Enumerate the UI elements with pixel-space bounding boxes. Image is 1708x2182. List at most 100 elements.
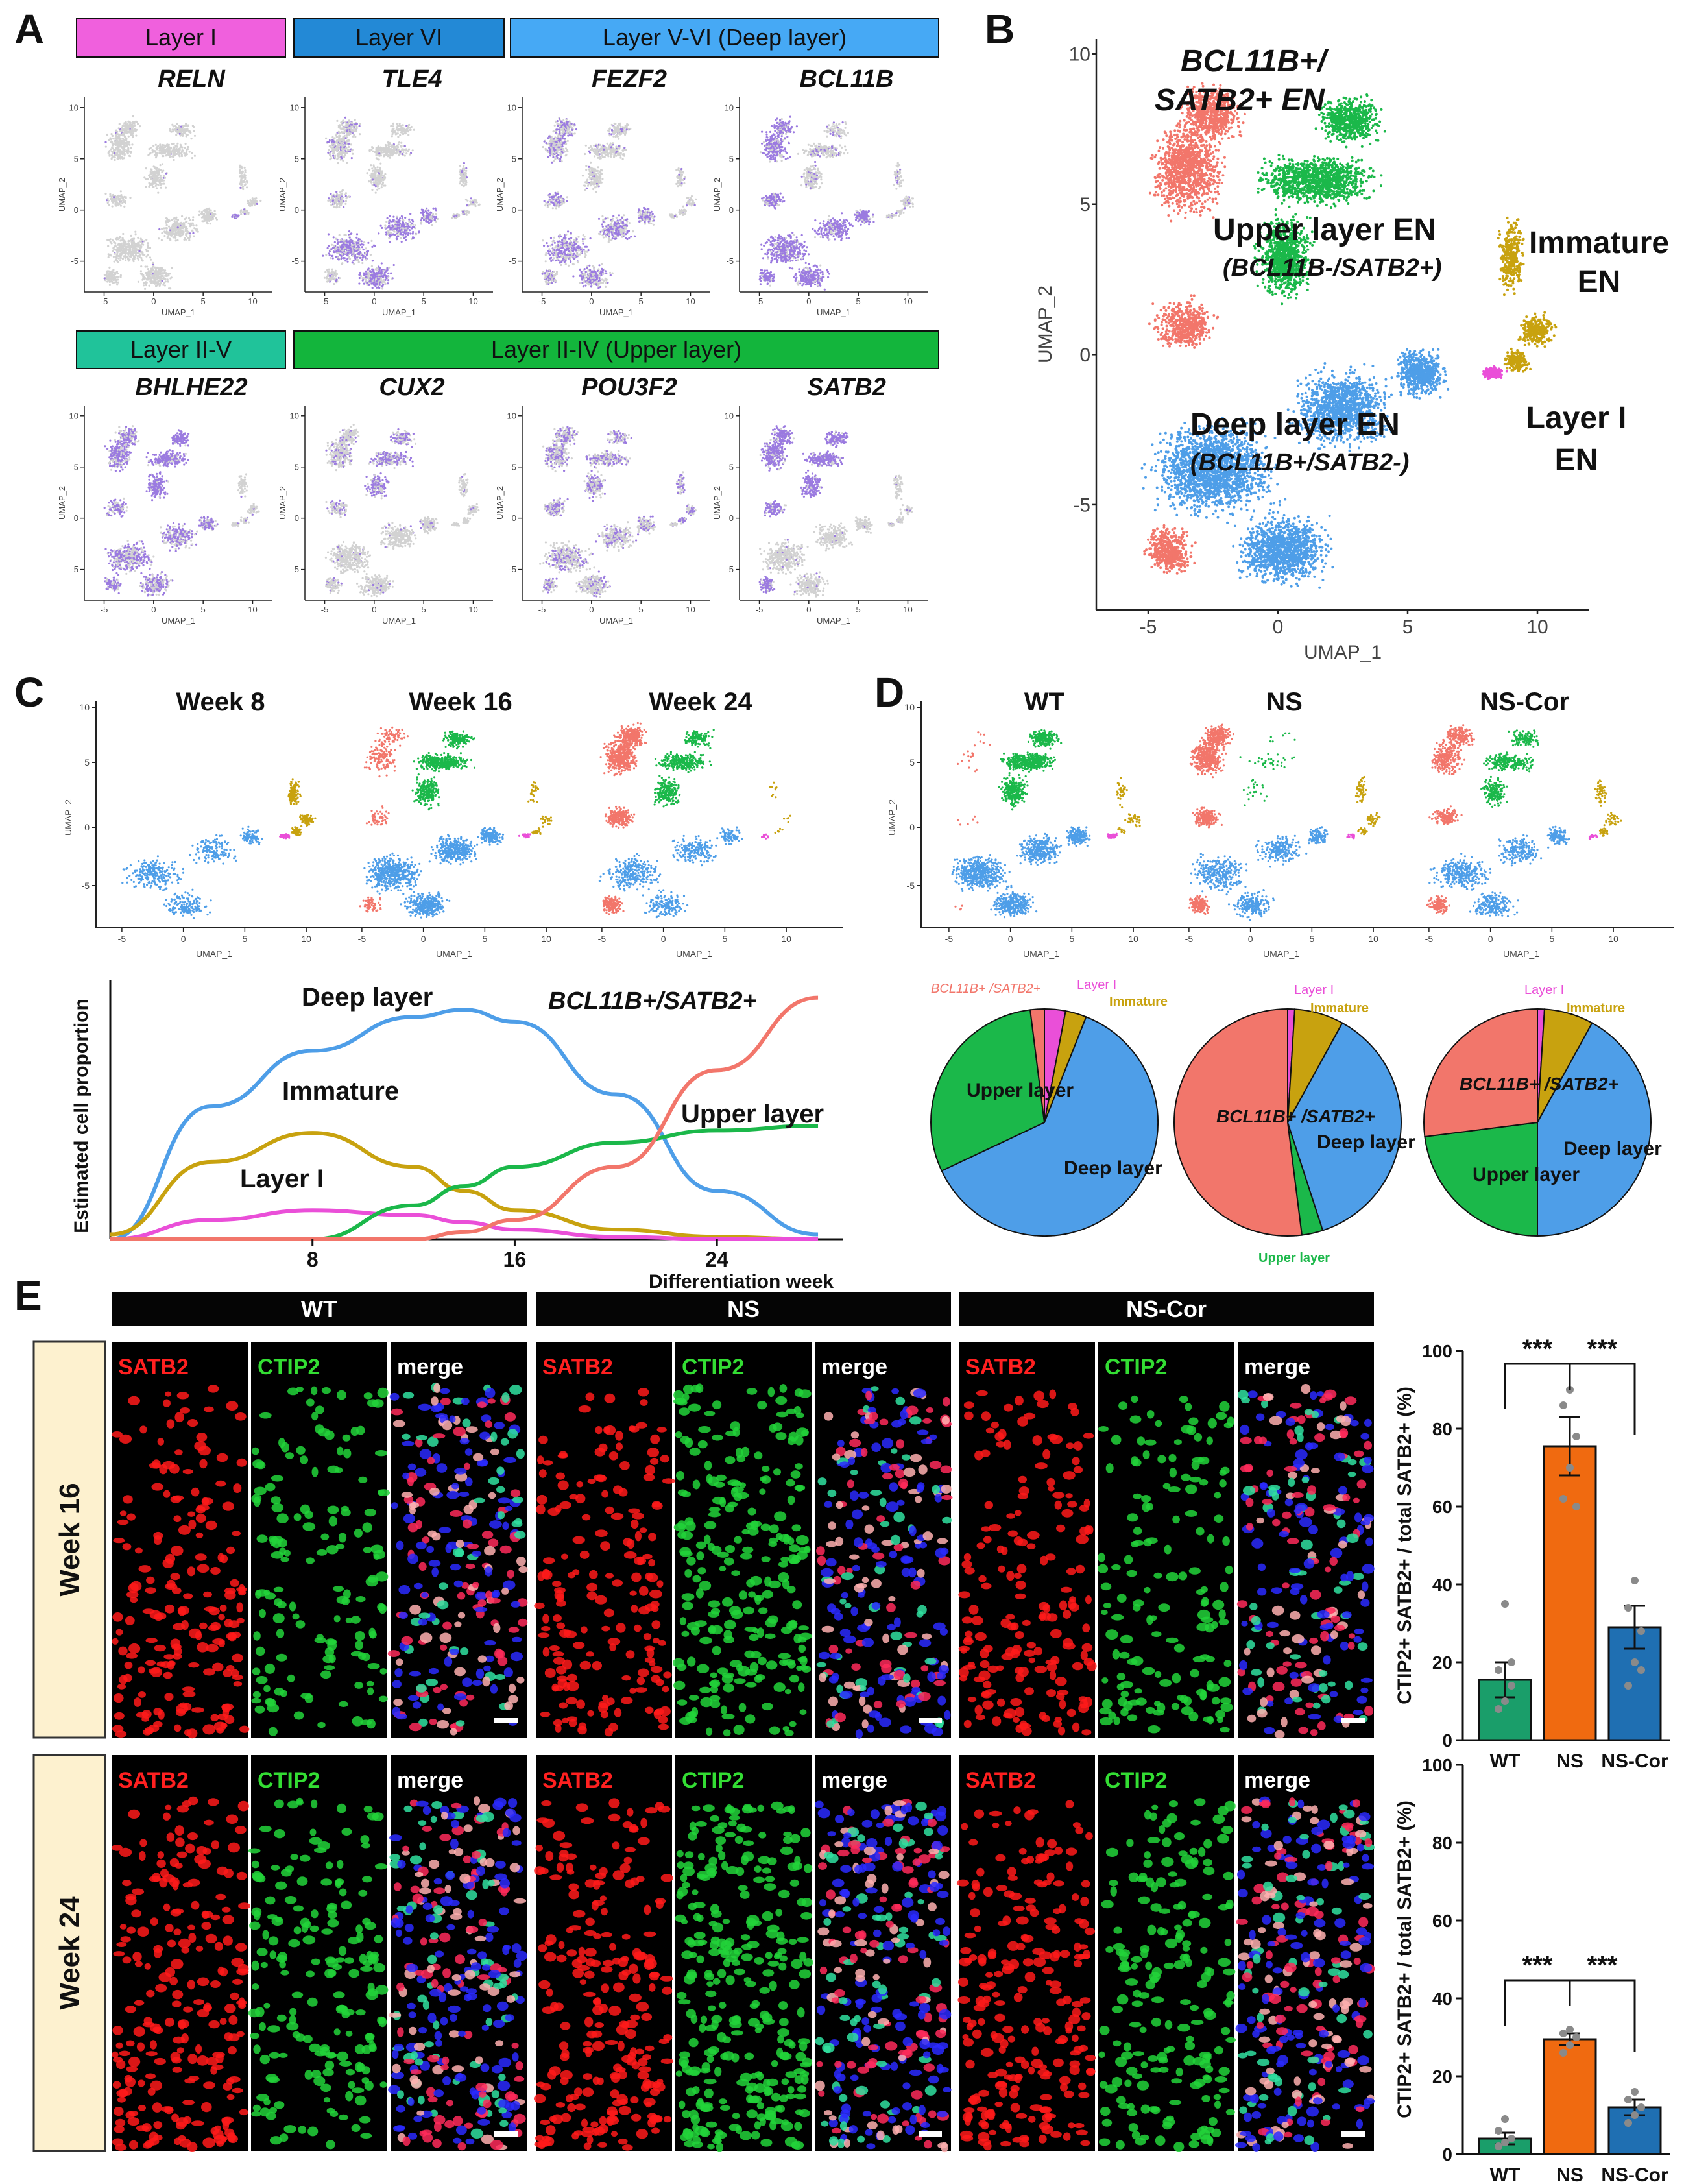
point	[329, 198, 331, 200]
point	[379, 272, 383, 274]
point	[644, 223, 647, 225]
point	[620, 225, 623, 228]
point	[150, 169, 153, 171]
point	[129, 121, 132, 124]
point	[116, 284, 119, 286]
point	[162, 155, 165, 158]
point	[243, 166, 246, 169]
point	[337, 252, 341, 254]
point	[378, 182, 381, 185]
point	[615, 216, 618, 219]
point	[332, 206, 335, 208]
point	[145, 255, 148, 258]
point	[392, 263, 395, 267]
umap-points-deep	[106, 207, 218, 290]
point	[392, 127, 395, 130]
point	[409, 127, 412, 129]
point	[609, 271, 612, 274]
point	[625, 237, 627, 239]
layer-header	[76, 18, 286, 58]
point	[180, 134, 183, 136]
point	[470, 197, 472, 200]
point	[333, 137, 336, 139]
point	[104, 141, 107, 143]
point	[121, 202, 124, 204]
point	[598, 264, 601, 267]
point	[376, 282, 378, 285]
point	[638, 220, 641, 223]
point	[331, 139, 334, 141]
point	[165, 148, 168, 151]
point	[107, 253, 110, 256]
point	[560, 263, 562, 267]
point	[465, 210, 468, 213]
point	[391, 226, 394, 229]
point	[376, 166, 379, 169]
point	[547, 250, 550, 252]
point	[251, 197, 254, 200]
point	[421, 217, 424, 219]
point	[339, 146, 342, 149]
point	[355, 248, 357, 250]
point	[337, 130, 340, 133]
point	[348, 195, 350, 198]
point	[390, 125, 392, 127]
x-tick-label: -5	[101, 297, 108, 306]
point	[206, 221, 208, 224]
point	[191, 222, 194, 224]
point	[337, 258, 340, 261]
point	[559, 233, 562, 236]
umap-points-l1	[451, 213, 461, 219]
point	[115, 139, 118, 143]
point	[189, 130, 191, 133]
point	[550, 260, 553, 262]
point	[181, 146, 184, 149]
point	[644, 208, 647, 211]
point	[243, 213, 246, 215]
point	[119, 199, 122, 202]
point	[405, 232, 408, 235]
point	[130, 147, 132, 149]
point	[352, 152, 354, 155]
point	[172, 236, 174, 239]
point	[120, 143, 123, 145]
point	[397, 136, 400, 138]
y-tick-label: -5	[71, 256, 78, 266]
point	[240, 176, 243, 179]
point	[136, 257, 139, 260]
point	[354, 243, 357, 246]
point	[337, 156, 340, 158]
point	[326, 270, 329, 273]
point	[411, 237, 415, 240]
point	[129, 197, 132, 199]
point	[396, 217, 398, 220]
point	[332, 203, 335, 206]
point	[365, 278, 368, 281]
point	[372, 147, 374, 150]
point	[173, 158, 175, 162]
point	[127, 258, 130, 260]
point	[343, 152, 346, 154]
point	[463, 164, 465, 167]
point	[189, 234, 191, 237]
point	[163, 144, 166, 147]
point	[547, 252, 550, 255]
point	[374, 150, 377, 153]
point	[136, 252, 138, 254]
point	[366, 251, 369, 254]
point	[112, 200, 115, 202]
point	[352, 130, 355, 132]
point	[242, 185, 245, 188]
point	[350, 232, 352, 235]
point	[140, 257, 143, 260]
point	[330, 243, 333, 246]
point	[117, 261, 119, 263]
point	[389, 148, 391, 151]
point	[396, 228, 399, 230]
point	[106, 276, 108, 278]
point	[206, 212, 208, 215]
point	[175, 130, 178, 133]
point	[414, 224, 417, 227]
point	[186, 151, 188, 153]
point	[164, 278, 167, 280]
